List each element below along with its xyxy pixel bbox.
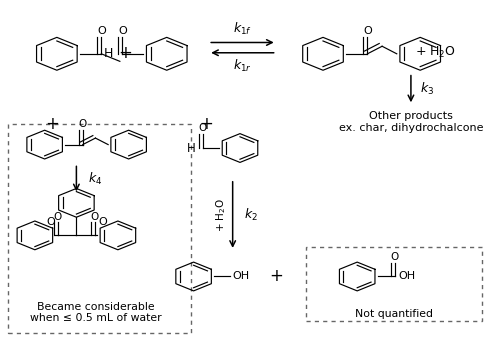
Text: Not quantified: Not quantified (355, 309, 433, 319)
Text: +: + (199, 115, 212, 133)
Text: Became considerable
when ≤ 0.5 mL of water: Became considerable when ≤ 0.5 mL of wat… (30, 302, 162, 323)
Text: O: O (54, 212, 62, 222)
Text: $k_4$: $k_4$ (88, 171, 102, 187)
Text: O: O (390, 252, 399, 262)
Text: + H$_2$O: + H$_2$O (214, 197, 228, 232)
Text: +: + (45, 115, 59, 133)
Text: +: + (270, 268, 283, 286)
Text: $k_2$: $k_2$ (244, 207, 258, 223)
Text: O: O (46, 217, 55, 227)
Text: O: O (118, 26, 126, 36)
Text: O: O (78, 119, 87, 129)
Text: H: H (104, 47, 114, 60)
Bar (306, 247, 482, 321)
Text: H: H (187, 141, 196, 154)
Text: +: + (118, 44, 132, 62)
Text: OH: OH (398, 271, 416, 281)
Text: O: O (97, 26, 106, 36)
Text: O: O (91, 212, 99, 222)
Bar (8, 124, 191, 333)
Text: + H$_2$O: + H$_2$O (415, 45, 456, 60)
Text: $k_{1f}$: $k_{1f}$ (233, 21, 252, 37)
Text: O: O (98, 217, 106, 227)
Text: $k_3$: $k_3$ (420, 81, 434, 97)
Text: $k_{1r}$: $k_{1r}$ (233, 57, 252, 74)
Text: O: O (363, 26, 372, 36)
Text: Other products
ex. char, dihydrochalcone: Other products ex. char, dihydrochalcone (338, 111, 483, 133)
Text: OH: OH (232, 271, 250, 281)
Text: O: O (199, 123, 207, 133)
